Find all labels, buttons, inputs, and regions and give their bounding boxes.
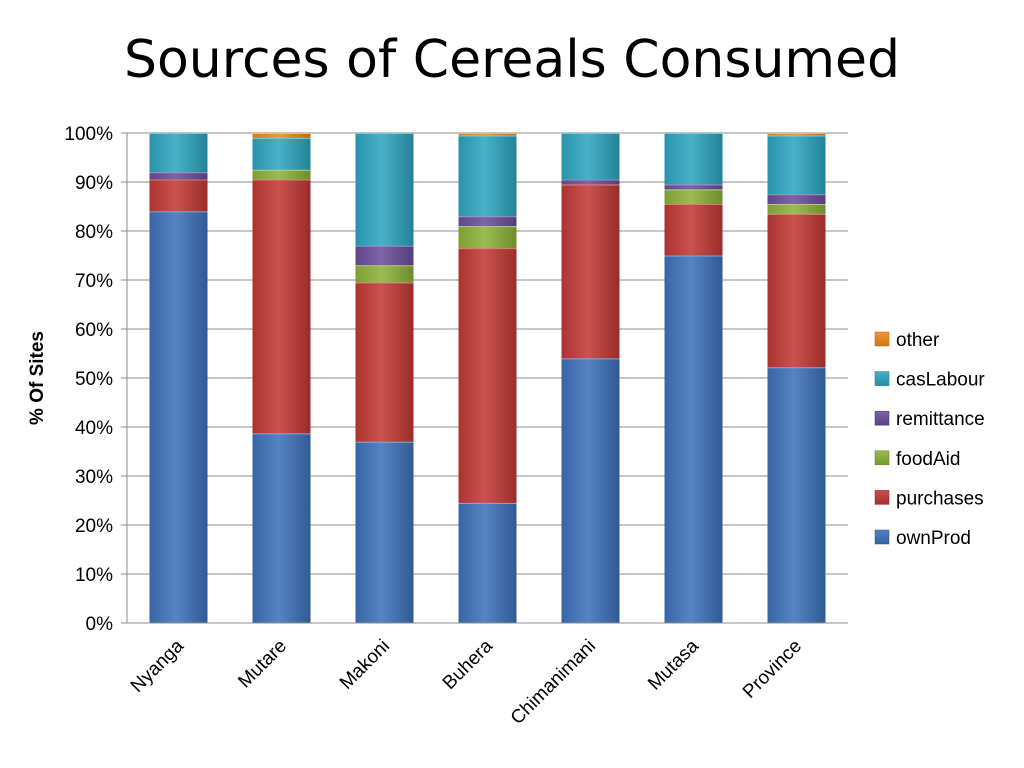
legend-swatch-caslabour	[874, 371, 890, 386]
bar-segment-remittance	[664, 184, 723, 190]
legend-swatch-ownprod	[874, 529, 890, 545]
y-axis-label: % Of Sites	[27, 331, 48, 425]
bar-segment-purchases	[149, 179, 208, 212]
bar-segment-caslabour	[767, 135, 826, 195]
bar-segment-foodaid	[458, 226, 517, 249]
bar-segment-purchases	[252, 179, 311, 434]
bar-segment-purchases	[767, 213, 826, 368]
bar-segment-ownprod	[767, 367, 826, 623]
x-tick-label: Nyanga	[127, 635, 188, 696]
bar-segment-purchases	[355, 282, 414, 442]
bar-segment-foodaid	[664, 189, 723, 205]
bar-segment-purchases	[561, 184, 620, 359]
legend-label-foodaid: foodAid	[896, 449, 960, 470]
legend-swatch-other	[874, 331, 890, 347]
bar-segment-purchases	[458, 248, 517, 503]
bar-segment-foodaid	[767, 204, 826, 214]
y-tick-label: 80%	[75, 222, 113, 243]
legend-label-purchases: purchases	[896, 488, 984, 509]
bar-segment-remittance	[149, 172, 208, 180]
y-tick-label: 20%	[75, 516, 113, 537]
bar-segment-ownprod	[149, 211, 208, 623]
legend-label-caslabour: casLabour	[896, 370, 985, 391]
bar-segment-remittance	[458, 216, 517, 227]
y-tick-label: 60%	[75, 320, 113, 341]
x-tick-label: Makoni	[336, 636, 394, 694]
legend-label-other: other	[896, 330, 940, 351]
bar-segment-ownprod	[561, 358, 620, 623]
bar-segment-foodaid	[252, 169, 311, 180]
y-tick-label: 70%	[75, 271, 113, 292]
y-tick-label: 0%	[86, 614, 114, 635]
x-tick-label: Mutare	[234, 636, 291, 693]
legend: other casLabour remittance foodAid purchases…	[874, 330, 985, 549]
bar-segment-ownprod	[252, 433, 311, 623]
x-tick-label: Province	[739, 636, 806, 703]
bar-segment-caslabour	[355, 133, 414, 246]
y-tick-label: 40%	[75, 418, 113, 439]
y-tick-label: 90%	[75, 173, 113, 194]
bar-segment-remittance	[355, 245, 414, 266]
bar-segment-remittance	[767, 194, 826, 205]
bars	[149, 133, 826, 623]
chart-title: Sources of Cereals Consumed	[123, 30, 901, 90]
x-tick-label: Chimanimani	[507, 636, 600, 729]
bar-segment-caslabour	[252, 137, 311, 170]
bar-segment-other	[252, 133, 311, 138]
bar-segment-other	[458, 133, 517, 136]
bar-segment-caslabour	[561, 133, 620, 180]
legend-label-ownprod: ownProd	[896, 528, 971, 549]
legend-label-remittance: remittance	[896, 409, 985, 430]
y-tick-label: 10%	[75, 565, 113, 586]
x-tick-label: Mutasa	[644, 635, 703, 694]
legend-swatch-purchases	[874, 490, 890, 505]
bar-segment-foodaid	[355, 265, 414, 283]
bar-segment-ownprod	[458, 502, 517, 623]
bar-segment-caslabour	[458, 135, 517, 217]
x-tick-label: Buhera	[439, 635, 497, 693]
bar-segment-purchases	[664, 204, 723, 256]
legend-swatch-remittance	[874, 410, 890, 426]
bar-segment-other	[767, 133, 826, 136]
y-tick-label: 50%	[75, 369, 113, 390]
legend-swatch-foodaid	[874, 450, 890, 466]
y-tick-label: 100%	[64, 124, 113, 145]
bar-segment-ownprod	[664, 255, 723, 623]
bar-segment-caslabour	[664, 133, 723, 185]
bar-segment-caslabour	[149, 133, 208, 173]
bar-segment-remittance	[561, 179, 620, 185]
bar-segment-ownprod	[355, 441, 414, 623]
y-tick-label: 30%	[75, 467, 113, 488]
